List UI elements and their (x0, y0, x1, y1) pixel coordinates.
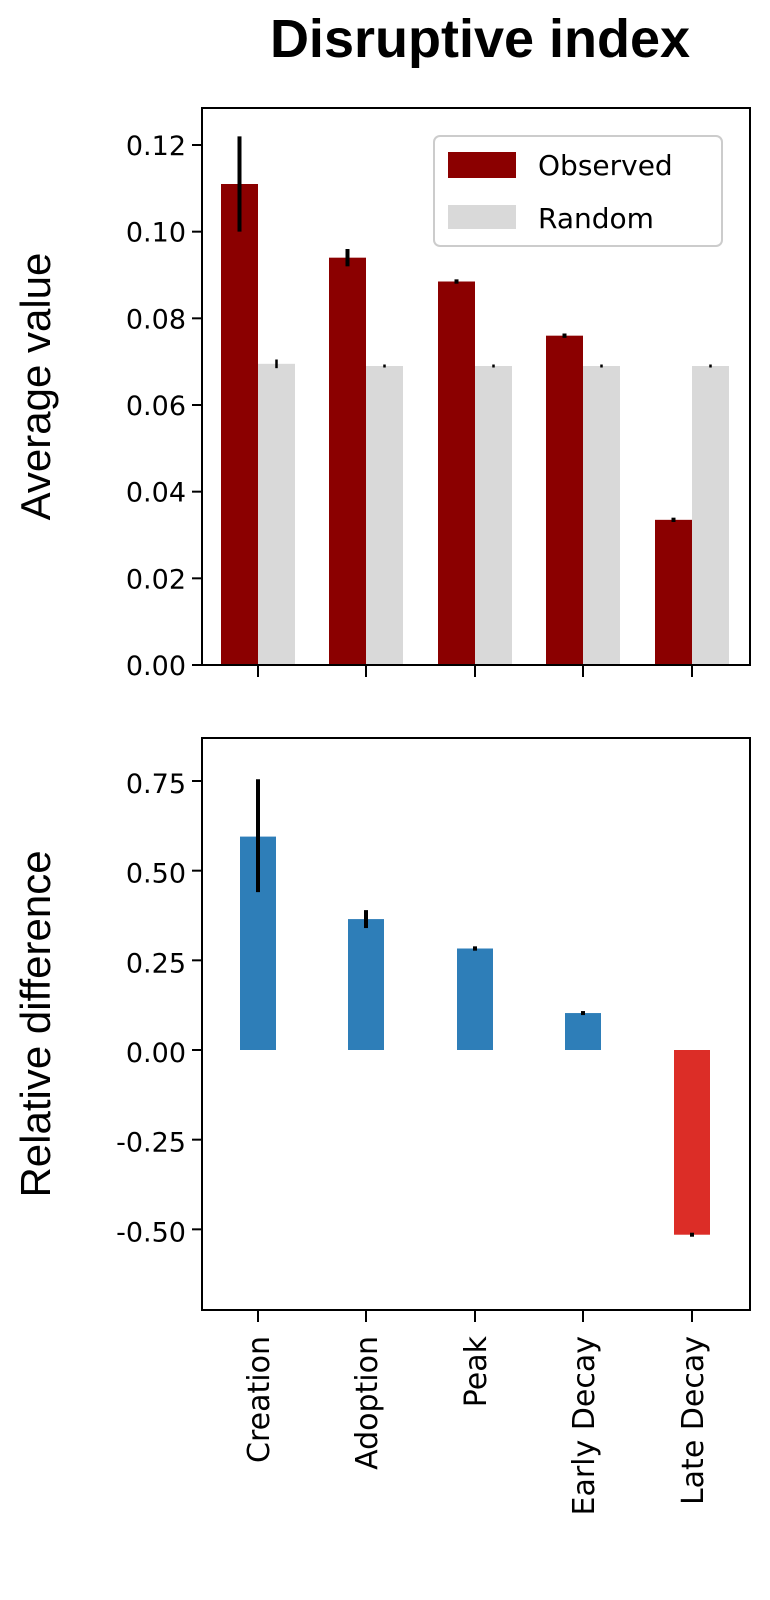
bar-observed-peak (438, 281, 475, 665)
chart-title: Disruptive index (269, 9, 691, 69)
y-axis-label: Average value (12, 253, 59, 521)
bar-random-creation (258, 363, 295, 665)
bar-random-adoption (366, 366, 403, 665)
y-tick-label: 0.06 (126, 391, 186, 422)
bottom-panel-relative-difference: -0.50 -0.25 0.00 0.25 0.50 0.75 Creation Adopti… (12, 737, 751, 1516)
legend: Observed Random (433, 135, 723, 247)
y-axis-label: Relative difference (12, 850, 59, 1197)
y-tick-label: 0.02 (126, 564, 186, 595)
bar-random-late-decay (692, 366, 729, 665)
bar-observed-adoption (329, 257, 366, 665)
y-tick-label: 0.04 (126, 478, 186, 509)
bar-observed-late-decay (655, 519, 692, 665)
bar-random-early-decay (583, 366, 620, 665)
legend-label-random: Random (538, 202, 654, 235)
bar-relative-difference-adoption (348, 919, 384, 1050)
bar-relative-difference-early-decay (565, 1013, 601, 1050)
bar-relative-difference-late-decay (674, 1050, 710, 1235)
bar-observed-early-decay (546, 335, 583, 665)
bar-relative-difference-peak (457, 948, 493, 1050)
x-tick-label: Early Decay (567, 1336, 602, 1516)
x-tick-label: Creation (242, 1336, 277, 1463)
y-tick-label: 0.25 (126, 948, 186, 979)
legend-swatch-observed (448, 152, 516, 178)
x-tick-label: Peak (459, 1335, 494, 1407)
y-tick-label: 0.12 (126, 131, 186, 162)
bar-random-peak (475, 366, 512, 665)
y-tick-label: 0.08 (126, 304, 186, 335)
top-panel-average-value: 0.00 0.02 0.04 0.06 0.08 0.10 0.12 Average valu… (12, 107, 751, 682)
y-tick-label: -0.50 (116, 1217, 186, 1248)
y-tick-label: 0.50 (126, 859, 186, 890)
legend-swatch-random (448, 205, 516, 229)
legend-label-observed: Observed (538, 149, 673, 182)
bar-observed-creation (221, 184, 258, 665)
y-tick-label: 0.75 (126, 769, 186, 800)
y-tick-label: 0.10 (126, 218, 186, 249)
y-tick-label: 0.00 (126, 1038, 186, 1069)
y-tick-label: 0.00 (126, 651, 186, 682)
y-tick-label: -0.25 (116, 1128, 186, 1159)
x-tick-label: Late Decay (676, 1336, 711, 1505)
x-tick-label: Adoption (350, 1336, 385, 1470)
